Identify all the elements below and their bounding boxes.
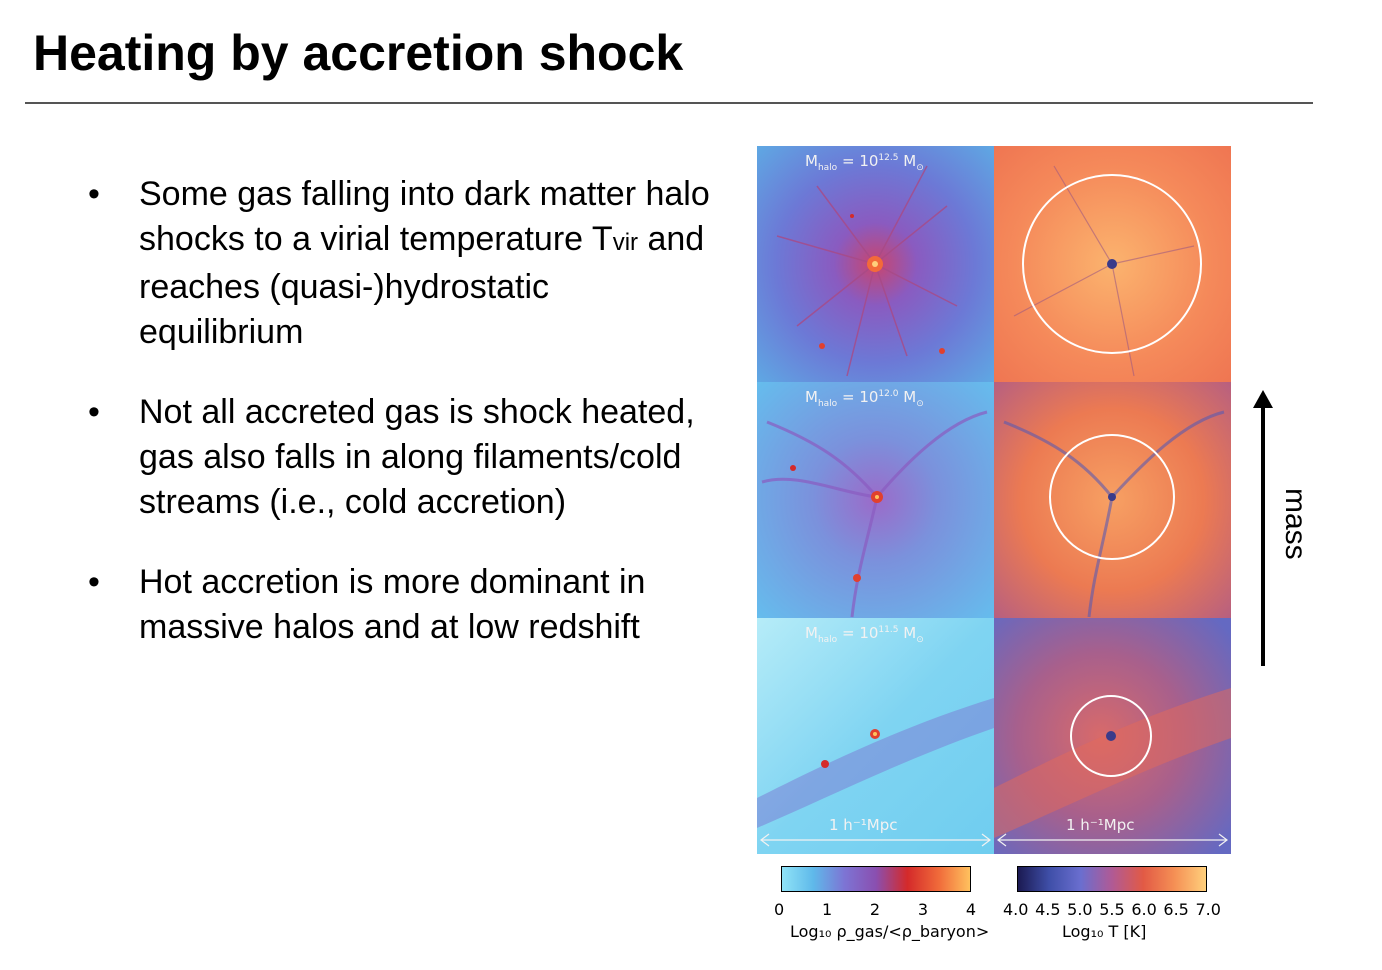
title-divider — [25, 102, 1313, 104]
temperature-map-high-mass — [994, 146, 1231, 382]
scale-label: 1 h⁻¹Mpc — [829, 816, 898, 834]
scale-arrow-icon — [760, 833, 991, 847]
bullet-item: • Hot accretion is more dominant in mass… — [80, 560, 720, 650]
colorbar-tick: 1 — [821, 900, 833, 919]
bullet-text: Hot accretion is more dominant in massiv… — [139, 563, 646, 646]
colorbar-tick: 7.0 — [1195, 900, 1221, 919]
colorbar-tick: 6.0 — [1131, 900, 1157, 919]
temperature-colorbar-label: Log₁₀ T [K] — [1062, 922, 1147, 941]
bullet-item: • Some gas falling into dark matter halo… — [80, 172, 720, 355]
temperature-colorbar-ticks: 4.0 4.5 5.0 5.5 6.0 6.5 7.0 — [1003, 900, 1221, 919]
density-colorbar-label: Log₁₀ ρ_gas/<ρ_baryon> — [790, 922, 990, 941]
colorbar-tick: 0 — [774, 900, 785, 919]
temperature-map-low-mass: 1 h⁻¹Mpc — [994, 618, 1231, 854]
bullet-subscript: vir — [612, 229, 639, 256]
colorbar-tick: 4.5 — [1035, 900, 1061, 919]
colorbar-tick: 5.5 — [1099, 900, 1125, 919]
colorbar-tick: 2 — [869, 900, 881, 919]
halo-mass-label: Mhalo = 1012.0 M⊙ — [805, 388, 924, 409]
temperature-map-mid-mass — [994, 382, 1231, 618]
bullet-icon: • — [88, 393, 100, 431]
bullet-list: • Some gas falling into dark matter halo… — [80, 172, 720, 685]
scale-arrow-icon — [997, 833, 1228, 847]
bullet-icon: • — [88, 563, 100, 601]
density-map-low-mass: Mhalo = 1011.5 M⊙ 1 h⁻¹Mpc — [757, 618, 994, 854]
bullet-text: Some gas falling into dark matter halo s… — [139, 175, 710, 258]
density-map-high-mass: Mhalo = 1012.5 M⊙ — [757, 146, 994, 382]
halo-mass-label: Mhalo = 1012.5 M⊙ — [805, 152, 924, 173]
bullet-text-continued: and reaches (quasi-)hydrostatic equilibr… — [139, 220, 705, 351]
mass-axis-label: mass — [1279, 488, 1312, 560]
mass-arrow-icon — [1253, 390, 1273, 666]
simulation-figure: Mhalo = 1012.5 M⊙ Mhalo — [757, 146, 1231, 854]
colorbar-tick: 4.0 — [1003, 900, 1029, 919]
density-colorbar-ticks: 0 1 2 3 4 — [774, 900, 976, 919]
bullet-text: Not all accreted gas is shock heated, ga… — [139, 393, 695, 521]
scale-label: 1 h⁻¹Mpc — [1066, 816, 1135, 834]
temperature-colorbar — [1017, 866, 1207, 892]
bullet-item: • Not all accreted gas is shock heated, … — [80, 390, 720, 525]
colorbar-tick: 4 — [965, 900, 976, 919]
slide-title: Heating by accretion shock — [33, 25, 684, 81]
density-map-mid-mass: Mhalo = 1012.0 M⊙ — [757, 382, 994, 618]
halo-mass-label: Mhalo = 1011.5 M⊙ — [805, 624, 924, 645]
bullet-icon: • — [88, 175, 100, 213]
density-colorbar — [781, 866, 971, 892]
colorbar-tick: 3 — [917, 900, 929, 919]
colorbar-tick: 5.0 — [1067, 900, 1093, 919]
colorbar-tick: 6.5 — [1163, 900, 1189, 919]
